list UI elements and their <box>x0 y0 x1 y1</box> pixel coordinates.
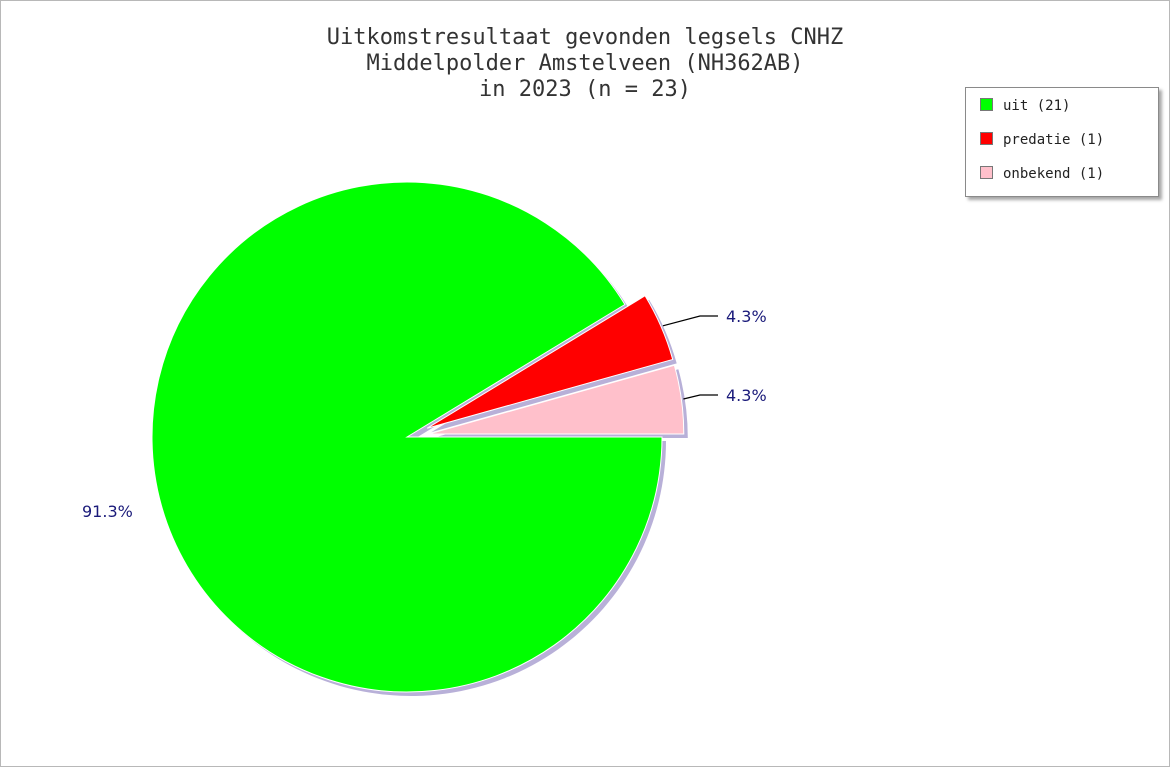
pie-slice-predatie <box>426 295 674 429</box>
slice-label-onbekend: 4.3% <box>726 386 767 405</box>
chart-title-line-1: Uitkomstresultaat gevonden legsels CNHZ <box>326 25 844 50</box>
legend-label-uit: uit (21) <box>1003 98 1071 114</box>
chart-title-line-2: Middelpolder Amstelveen (NH362AB) <box>366 51 804 76</box>
pie-slice-onbekend <box>428 364 685 435</box>
leader-line-onbekend <box>683 394 718 400</box>
legend-swatch-predatie <box>980 132 993 145</box>
legend: uit (21) predatie (1) onbekend (1) <box>965 87 1159 197</box>
leader-line-predatie <box>662 315 718 327</box>
pie-slice-uit <box>151 181 663 693</box>
chart-title-line-3: in 2023 (n = 23) <box>479 77 691 102</box>
legend-swatch-onbekend <box>980 166 993 179</box>
legend-label-onbekend: onbekend (1) <box>1003 166 1105 182</box>
legend-item-uit: uit (21) <box>980 96 1070 116</box>
legend-label-predatie: predatie (1) <box>1003 132 1105 148</box>
legend-swatch-uit <box>980 98 993 111</box>
legend-item-onbekend: onbekend (1) <box>980 164 1104 184</box>
legend-item-predatie: predatie (1) <box>980 130 1104 150</box>
slice-label-predatie: 4.3% <box>726 307 767 326</box>
slice-label-uit: 91.3% <box>82 502 133 521</box>
